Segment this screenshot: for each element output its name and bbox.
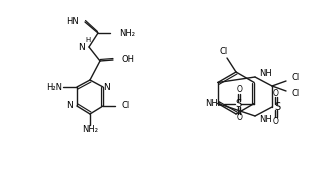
Text: H₂N: H₂N (46, 83, 62, 92)
Text: NH: NH (259, 115, 272, 124)
Text: NH₂: NH₂ (82, 124, 98, 134)
Text: O: O (236, 85, 242, 94)
Text: H: H (85, 37, 91, 43)
Text: HN: HN (66, 18, 79, 27)
Text: N: N (66, 102, 73, 111)
Text: S: S (235, 98, 241, 109)
Text: NH: NH (259, 70, 272, 79)
Text: S: S (274, 102, 280, 112)
Text: O: O (273, 117, 279, 126)
Text: NH₂: NH₂ (205, 99, 221, 108)
Text: O: O (273, 89, 279, 98)
Text: Cl: Cl (220, 48, 228, 57)
Text: Cl: Cl (122, 102, 130, 111)
Text: NH₂: NH₂ (119, 29, 135, 38)
Text: O: O (236, 113, 242, 122)
Text: OH: OH (121, 55, 134, 64)
Text: N: N (78, 42, 85, 51)
Text: N: N (104, 83, 111, 92)
Text: Cl: Cl (292, 74, 300, 83)
Text: Cl: Cl (292, 89, 300, 98)
